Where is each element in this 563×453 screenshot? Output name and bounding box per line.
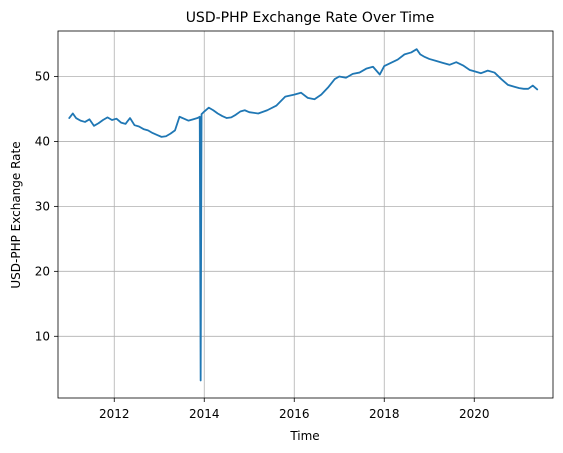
chart-title: USD-PHP Exchange Rate Over Time	[186, 10, 435, 26]
x-tick-label: 2012	[99, 407, 130, 421]
y-axis: 10 20 30 40 50	[35, 69, 58, 343]
x-axis-label: Time	[289, 429, 319, 443]
y-tick-label: 40	[35, 134, 50, 148]
y-tick-label: 20	[35, 264, 50, 278]
y-tick-label: 30	[35, 199, 50, 213]
y-axis-label: USD-PHP Exchange Rate	[9, 141, 23, 288]
x-tick-label: 2016	[279, 407, 310, 421]
grid	[58, 31, 553, 398]
x-axis: 2012 2014 2016 2018 2020	[99, 398, 490, 421]
plot-frame	[57, 30, 554, 399]
y-tick-label: 50	[35, 69, 50, 83]
series-line	[68, 48, 539, 382]
x-tick-label: 2014	[189, 407, 220, 421]
y-tick-label: 10	[35, 329, 50, 343]
x-tick-label: 2020	[459, 407, 490, 421]
x-tick-label: 2018	[369, 407, 400, 421]
